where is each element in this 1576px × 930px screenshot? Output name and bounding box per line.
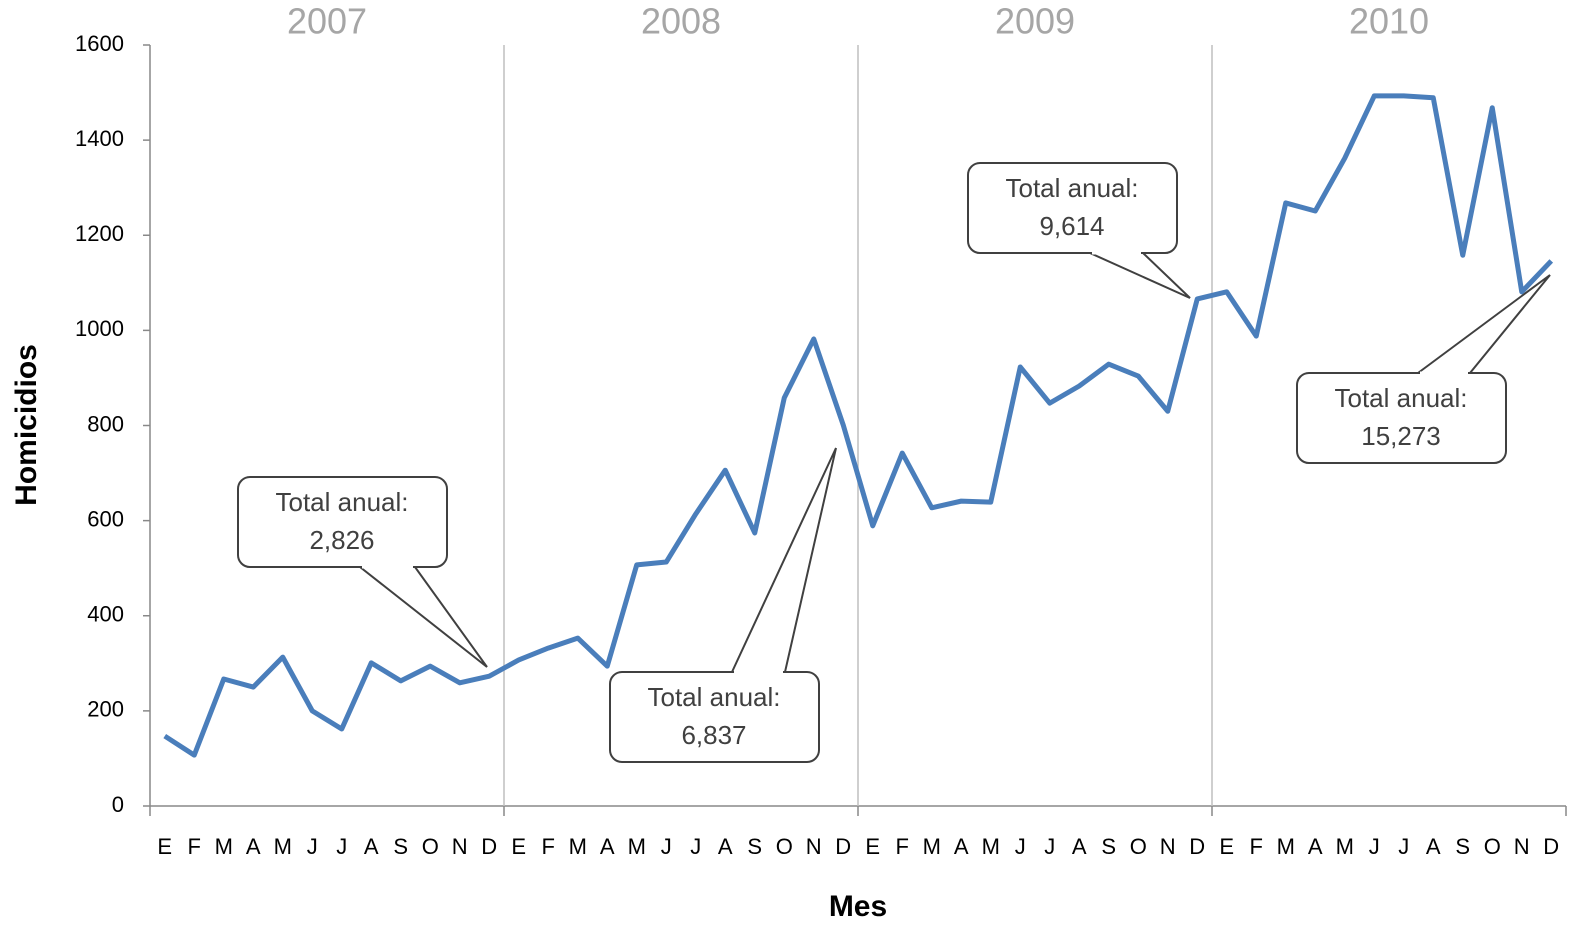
callout-pointer <box>1414 274 1551 374</box>
x-tick-label: S <box>747 834 762 859</box>
group-label: 2010 <box>1349 1 1429 42</box>
x-tick-label: O <box>422 834 439 859</box>
x-tick-label: M <box>215 834 233 859</box>
x-tick-label: J <box>690 834 701 859</box>
x-tick-label: D <box>835 834 851 859</box>
callout-pointer <box>730 447 837 673</box>
x-tick-label: F <box>1250 834 1263 859</box>
callout-box <box>1296 372 1507 464</box>
x-tick-label: J <box>336 834 347 859</box>
x-tick-label: F <box>542 834 555 859</box>
x-tick-label: M <box>569 834 587 859</box>
x-tick-label: M <box>1336 834 1354 859</box>
x-tick-label: O <box>776 834 793 859</box>
callout-text: Total anual: <box>1006 173 1139 203</box>
x-tick-label: M <box>274 834 292 859</box>
group-label: 2007 <box>287 1 367 42</box>
y-tick-label: 600 <box>87 506 124 531</box>
callout-text: Total anual: <box>1335 383 1468 413</box>
y-tick-label: 800 <box>87 411 124 436</box>
x-tick-label: S <box>1101 834 1116 859</box>
x-tick-label: O <box>1484 834 1501 859</box>
callout-pointer <box>1089 252 1191 299</box>
x-tick-label: J <box>1369 834 1380 859</box>
callout-text: 9,614 <box>1039 211 1104 241</box>
x-tick-label: D <box>1543 834 1559 859</box>
x-tick-label: O <box>1130 834 1147 859</box>
x-tick-label: A <box>954 834 969 859</box>
callout-text: 6,837 <box>681 720 746 750</box>
y-tick-label: 1600 <box>75 31 124 56</box>
y-tick-label: 0 <box>112 792 124 817</box>
x-tick-label: D <box>1189 834 1205 859</box>
callout-box <box>967 162 1178 254</box>
callout-text: Total anual: <box>276 487 409 517</box>
x-tick-label: A <box>364 834 379 859</box>
x-tick-label: M <box>628 834 646 859</box>
x-tick-label: F <box>188 834 201 859</box>
group-label: 2009 <box>995 1 1075 42</box>
x-tick-label: J <box>1398 834 1409 859</box>
y-tick-label: 400 <box>87 602 124 627</box>
x-tick-label: S <box>393 834 408 859</box>
x-tick-label: A <box>600 834 615 859</box>
x-tick-label: A <box>718 834 733 859</box>
x-tick-label: N <box>452 834 468 859</box>
x-tick-label: N <box>1514 834 1530 859</box>
callout-box <box>609 671 820 763</box>
x-tick-label: A <box>1426 834 1441 859</box>
y-axis-label: Homicidios <box>10 344 43 506</box>
x-tick-label: J <box>1044 834 1055 859</box>
x-tick-label: M <box>923 834 941 859</box>
x-tick-label: E <box>1219 834 1234 859</box>
x-tick-label: E <box>157 834 172 859</box>
x-tick-label: E <box>511 834 526 859</box>
x-tick-label: J <box>661 834 672 859</box>
y-tick-label: 1000 <box>75 316 124 341</box>
x-tick-label: S <box>1455 834 1470 859</box>
y-tick-label: 1200 <box>75 221 124 246</box>
group-label: 2008 <box>641 1 721 42</box>
callout-text: 15,273 <box>1361 421 1441 451</box>
x-tick-label: J <box>307 834 318 859</box>
x-tick-label: J <box>1015 834 1026 859</box>
x-tick-label: E <box>865 834 880 859</box>
callout-pointer <box>357 566 488 668</box>
callout-text: 2,826 <box>309 525 374 555</box>
line <box>163 93 1554 758</box>
x-tick-label: A <box>1308 834 1323 859</box>
x-tick-label: A <box>1072 834 1087 859</box>
y-tick-label: 200 <box>87 697 124 722</box>
x-tick-label: F <box>896 834 909 859</box>
x-tick-label: A <box>246 834 261 859</box>
x-tick-label: M <box>982 834 1000 859</box>
callout-box <box>237 476 448 568</box>
y-tick-label: 1400 <box>75 126 124 151</box>
x-tick-label: M <box>1277 834 1295 859</box>
callout-text: Total anual: <box>648 682 781 712</box>
x-tick-label: N <box>806 834 822 859</box>
x-axis-label: Mes <box>829 890 887 923</box>
x-tick-label: D <box>481 834 497 859</box>
x-tick-label: N <box>1160 834 1176 859</box>
